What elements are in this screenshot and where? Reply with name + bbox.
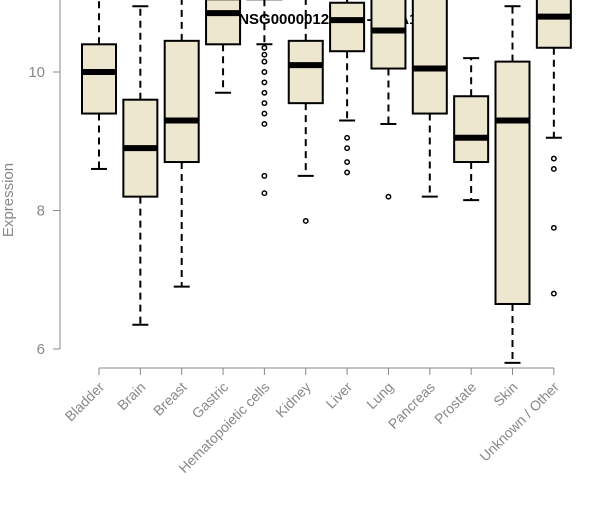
outlier-point bbox=[261, 172, 268, 179]
box-iqr bbox=[287, 39, 324, 105]
box-skin bbox=[494, 5, 531, 364]
outlier-point bbox=[261, 110, 268, 117]
box-hematopoietic-cells bbox=[246, 0, 283, 197]
box-unknown-other bbox=[535, 0, 572, 297]
outlier-point bbox=[261, 44, 268, 51]
box-iqr bbox=[411, 0, 448, 115]
y-axis-label: Expression bbox=[0, 163, 17, 237]
outlier-point bbox=[261, 100, 268, 107]
outlier-point bbox=[550, 290, 557, 297]
outlier-point bbox=[344, 159, 351, 165]
box-pancreas bbox=[411, 0, 448, 198]
box-lung bbox=[370, 0, 407, 200]
y-tick-label: 6 bbox=[37, 341, 45, 358]
y-axis: 68101214 bbox=[28, 0, 61, 358]
outlier-point bbox=[550, 166, 557, 172]
x-category-label: Breast bbox=[150, 379, 190, 419]
box-iqr bbox=[205, 0, 242, 46]
x-category-label: Lung bbox=[363, 379, 396, 412]
box-bladder bbox=[81, 0, 117, 170]
box-kidney bbox=[287, 0, 324, 224]
outlier-point bbox=[261, 79, 268, 86]
x-category-label: Prostate bbox=[431, 379, 479, 427]
outlier-point bbox=[302, 217, 309, 224]
box-iqr bbox=[535, 0, 572, 49]
y-tick-label: 10 bbox=[28, 64, 45, 81]
outlier-point bbox=[261, 58, 268, 65]
box-breast bbox=[163, 0, 200, 288]
x-category-label: Kidney bbox=[272, 379, 314, 421]
outlier-point bbox=[344, 169, 351, 176]
box-iqr bbox=[453, 95, 490, 164]
outlier-point bbox=[261, 89, 268, 96]
outlier-point bbox=[344, 145, 351, 152]
x-category-label: Liver bbox=[322, 379, 355, 412]
x-category-label: Bladder bbox=[62, 379, 108, 425]
outlier-point bbox=[261, 120, 268, 127]
box-gastric bbox=[205, 0, 242, 94]
box-brain bbox=[122, 5, 159, 326]
x-category-label: Skin bbox=[490, 379, 521, 410]
box-iqr bbox=[81, 43, 117, 115]
outlier-point bbox=[261, 69, 268, 75]
outlier-point bbox=[261, 51, 268, 58]
outlier-point bbox=[261, 190, 268, 197]
boxes-group bbox=[81, 0, 572, 364]
outlier-point bbox=[550, 155, 557, 162]
box-iqr bbox=[329, 1, 366, 53]
outlier-point bbox=[344, 134, 351, 141]
box-iqr bbox=[370, 0, 407, 70]
y-tick-label: 8 bbox=[37, 203, 45, 220]
box-iqr bbox=[163, 39, 200, 164]
box-liver bbox=[329, 0, 366, 176]
x-category-label: Brain bbox=[114, 379, 148, 413]
box-iqr bbox=[494, 60, 531, 305]
outlier-point bbox=[550, 224, 557, 231]
box-prostate bbox=[453, 57, 490, 202]
outlier-point bbox=[385, 193, 392, 200]
